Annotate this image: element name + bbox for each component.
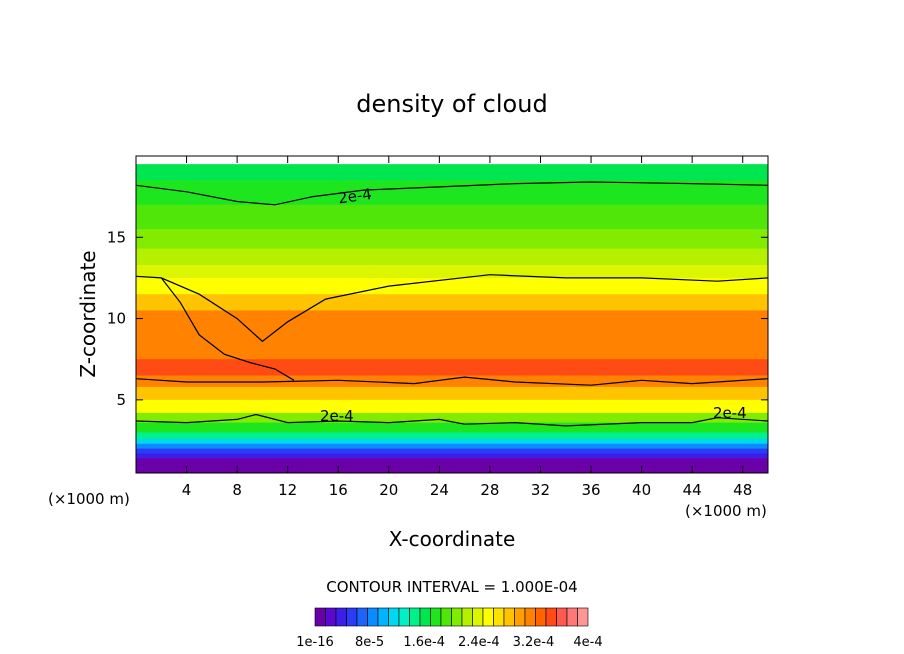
x-tick-label-28: 28 [480,481,499,499]
plot-frame [135,155,769,474]
x-unit-left: (×1000 m) [48,490,130,508]
colorbar [314,607,589,627]
colorbar-swatch-9 [409,607,421,627]
colorbar-swatch-0 [314,607,326,627]
colorbar-labels: 1e-16 8e-5 1.6e-4 2.4e-4 3.2e-4 4e-4 [296,635,602,650]
contour-upper [136,181,768,206]
colorbar-swatch-2 [335,607,347,627]
colorbar-label-1: 8e-5 [355,635,384,650]
colorbar-swatch-8 [398,607,410,627]
x-tick-label-12: 12 [278,481,297,499]
colorbar-swatch-23 [556,607,568,627]
colorbar-swatch-17 [493,607,505,627]
colorbar-swatch-16 [482,607,494,627]
contour-top-of-layer [136,274,768,343]
y-tick-label-15: 15 [107,228,126,246]
colorbar-swatch-13 [451,607,463,627]
colorbar-swatch-20 [524,607,536,627]
x-tick-label-16: 16 [329,481,348,499]
x-axis-ticks: 4 8 12 16 20 24 28 32 36 40 44 48 [182,156,752,499]
colorbar-label-5: 4e-4 [573,635,602,650]
contour-lines [136,181,768,427]
x-tick-label-32: 32 [531,481,550,499]
density-bands [136,156,768,473]
colorbar-swatch-5 [367,607,379,627]
x-tick-label-36: 36 [581,481,600,499]
y-tick-label-10: 10 [107,310,126,328]
colorbar-swatch-22 [545,607,557,627]
colorbar-swatch-7 [388,607,400,627]
x-tick-label-40: 40 [632,481,651,499]
colorbar-swatch-19 [514,607,526,627]
colorbar-swatch-18 [503,607,515,627]
colorbar-label-3: 2.4e-4 [458,635,500,650]
band-20 [136,458,768,473]
colorbar-label-0: 1e-16 [296,635,334,650]
contour-interval-text: CONTOUR INTERVAL = 1.000E-04 [326,578,577,596]
contour-bottom-of-layer [136,376,768,386]
contour-label-1: 2e-4 [337,185,373,208]
colorbar-swatch-14 [461,607,473,627]
colorbar-swatch-12 [440,607,452,627]
x-unit-right: (×1000 m) [685,502,767,520]
x-tick-label-48: 48 [733,481,752,499]
contour-label-2: 2e-4 [320,407,354,425]
y-tick-label-5: 5 [116,391,126,409]
y-axis-label: Z-coordinate [76,250,100,377]
x-tick-label-4: 4 [182,481,192,499]
x-tick-label-8: 8 [232,481,242,499]
colorbar-swatch-3 [346,607,358,627]
contour-label-3: 2e-4 [713,404,747,422]
x-tick-label-24: 24 [430,481,449,499]
colorbar-swatch-24 [566,607,578,627]
colorbar-label-4: 3.2e-4 [513,635,555,650]
x-axis-label: X-coordinate [389,527,516,551]
colorbar-swatch-15 [472,607,484,627]
colorbar-swatch-11 [430,607,442,627]
colorbar-swatch-6 [377,607,389,627]
colorbar-swatch-21 [535,607,547,627]
contour-lower [136,413,768,427]
x-tick-label-20: 20 [379,481,398,499]
colorbar-label-2: 1.6e-4 [403,635,445,650]
colorbar-swatch-10 [419,607,431,627]
contour-left-tongue [160,277,295,381]
colorbar-swatch-25 [577,607,589,627]
y-axis-ticks: 5 10 15 [107,228,768,409]
colorbar-swatch-4 [356,607,368,627]
x-tick-label-44: 44 [683,481,702,499]
colorbar-swatch-1 [325,607,337,627]
chart-title: density of cloud [356,90,547,118]
